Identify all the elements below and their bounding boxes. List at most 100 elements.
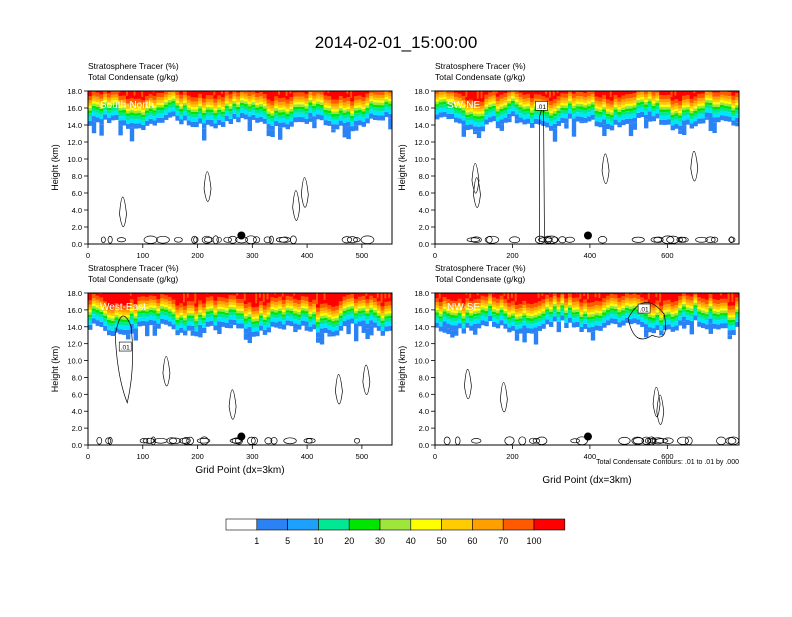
y-tick-label: 14.0 (414, 323, 429, 332)
contour-label: .01 (537, 104, 546, 111)
x-tick-label: 400 (301, 251, 314, 260)
y-tick-label: 8.0 (419, 172, 429, 181)
y-tick-label: 14.0 (67, 121, 82, 130)
colorbar-label: 5 (285, 536, 290, 546)
location-marker (237, 433, 245, 441)
x-axis-label: Grid Point (dx=3km) (195, 465, 284, 476)
x-tick-label: 500 (356, 251, 369, 260)
y-tick-label: 10.0 (414, 357, 429, 366)
x-tick-label: 600 (661, 251, 674, 260)
panel-label: SW-NE (447, 100, 480, 111)
colorbar-box (442, 519, 473, 530)
x-tick-label: 500 (356, 452, 369, 461)
y-tick-label: 8.0 (72, 373, 82, 382)
colorbar-box (318, 519, 349, 530)
x-tick-label: 0 (86, 251, 90, 260)
panel-label: West-East (100, 302, 146, 313)
plot-area: South-North (88, 91, 393, 244)
location-marker (584, 433, 592, 441)
y-tick-label: 16.0 (67, 104, 82, 113)
colorbar-label: 100 (526, 536, 541, 546)
y-tick-label: 12.0 (67, 340, 82, 349)
contour-footnote: Total Condensate Contours: .01 to .01 by… (596, 459, 739, 466)
contour-label: .01 (640, 307, 649, 314)
y-tick-label: 8.0 (72, 172, 82, 181)
plot-area: .01 SW-NE (435, 91, 740, 244)
panel-title-tracer: Stratosphere Tracer (%) (435, 61, 526, 71)
x-axis-label: Grid Point (dx=3km) (542, 475, 631, 486)
colorbar-box (534, 519, 565, 530)
y-tick-label: 14.0 (414, 121, 429, 130)
y-tick-label: 18.0 (67, 87, 82, 96)
y-tick-label: 4.0 (419, 206, 429, 215)
x-tick-label: 100 (137, 452, 150, 461)
y-tick-label: 6.0 (419, 390, 429, 399)
y-tick-label: 0.0 (72, 441, 82, 450)
y-axis-label: Height (km) (397, 144, 407, 191)
x-tick-label: 300 (246, 251, 259, 260)
colorbar-label: 60 (467, 536, 477, 546)
y-axis-label: Height (km) (50, 144, 60, 191)
x-tick-label: 300 (246, 452, 259, 461)
y-tick-label: 2.0 (72, 424, 82, 433)
x-tick-label: 400 (584, 452, 597, 461)
y-tick-label: 16.0 (67, 306, 82, 315)
colorbar-box (257, 519, 288, 530)
y-tick-label: 2.0 (419, 424, 429, 433)
y-tick-label: 6.0 (419, 189, 429, 198)
panel-label: South-North (100, 100, 154, 111)
y-tick-label: 0.0 (72, 240, 82, 249)
colorbar-label: 70 (498, 536, 508, 546)
location-marker (237, 232, 245, 240)
colorbar-box (349, 519, 380, 530)
colorbar-label: 50 (437, 536, 447, 546)
y-tick-label: 18.0 (414, 87, 429, 96)
plot-area: .01 NW-SE (435, 293, 740, 445)
panel-title-condensate: Total Condensate (g/kg) (435, 274, 525, 284)
y-tick-label: 4.0 (72, 407, 82, 416)
panel-label: NW-SE (447, 302, 480, 313)
panel-title-tracer: Stratosphere Tracer (%) (435, 263, 526, 273)
x-tick-label: 200 (506, 251, 519, 260)
panel-west-east: Stratosphere Tracer (%)Total Condensate … (50, 263, 393, 476)
x-tick-label: 400 (301, 452, 314, 461)
x-tick-label: 200 (506, 452, 519, 461)
panel-title-condensate: Total Condensate (g/kg) (88, 72, 178, 82)
x-tick-label: 0 (433, 452, 437, 461)
y-tick-label: 10.0 (67, 155, 82, 164)
colorbar-box (226, 519, 257, 530)
colorbar-label: 30 (375, 536, 385, 546)
x-tick-label: 100 (137, 251, 150, 260)
x-tick-label: 200 (191, 452, 204, 461)
y-axis-label: Height (km) (397, 346, 407, 393)
colorbar-box (411, 519, 442, 530)
y-tick-label: 18.0 (414, 289, 429, 298)
y-tick-label: 2.0 (72, 223, 82, 232)
y-tick-label: 16.0 (414, 104, 429, 113)
panel-title-condensate: Total Condensate (g/kg) (88, 274, 178, 284)
location-marker (584, 232, 592, 240)
panel-sw-ne: Stratosphere Tracer (%)Total Condensate … (397, 61, 740, 260)
colorbar-label: 1 (254, 536, 259, 546)
y-tick-label: 4.0 (72, 206, 82, 215)
x-tick-label: 0 (433, 251, 437, 260)
y-tick-label: 0.0 (419, 240, 429, 249)
panel-south-north: Stratosphere Tracer (%)Total Condensate … (50, 61, 393, 260)
panel-nw-se: Stratosphere Tracer (%)Total Condensate … (397, 263, 740, 486)
y-tick-label: 8.0 (419, 373, 429, 382)
colorbar-label: 20 (344, 536, 354, 546)
page-title: 2014-02-01_15:00:00 (315, 33, 478, 52)
colorbar-box (380, 519, 411, 530)
y-tick-label: 6.0 (72, 390, 82, 399)
x-tick-label: 400 (584, 251, 597, 260)
colorbar-box (472, 519, 503, 530)
y-tick-label: 2.0 (419, 223, 429, 232)
y-tick-label: 0.0 (419, 441, 429, 450)
x-tick-label: 0 (86, 452, 90, 461)
colorbar-box (288, 519, 319, 530)
x-tick-label: 200 (191, 251, 204, 260)
y-axis-label: Height (km) (50, 346, 60, 393)
panel-title-tracer: Stratosphere Tracer (%) (88, 263, 179, 273)
